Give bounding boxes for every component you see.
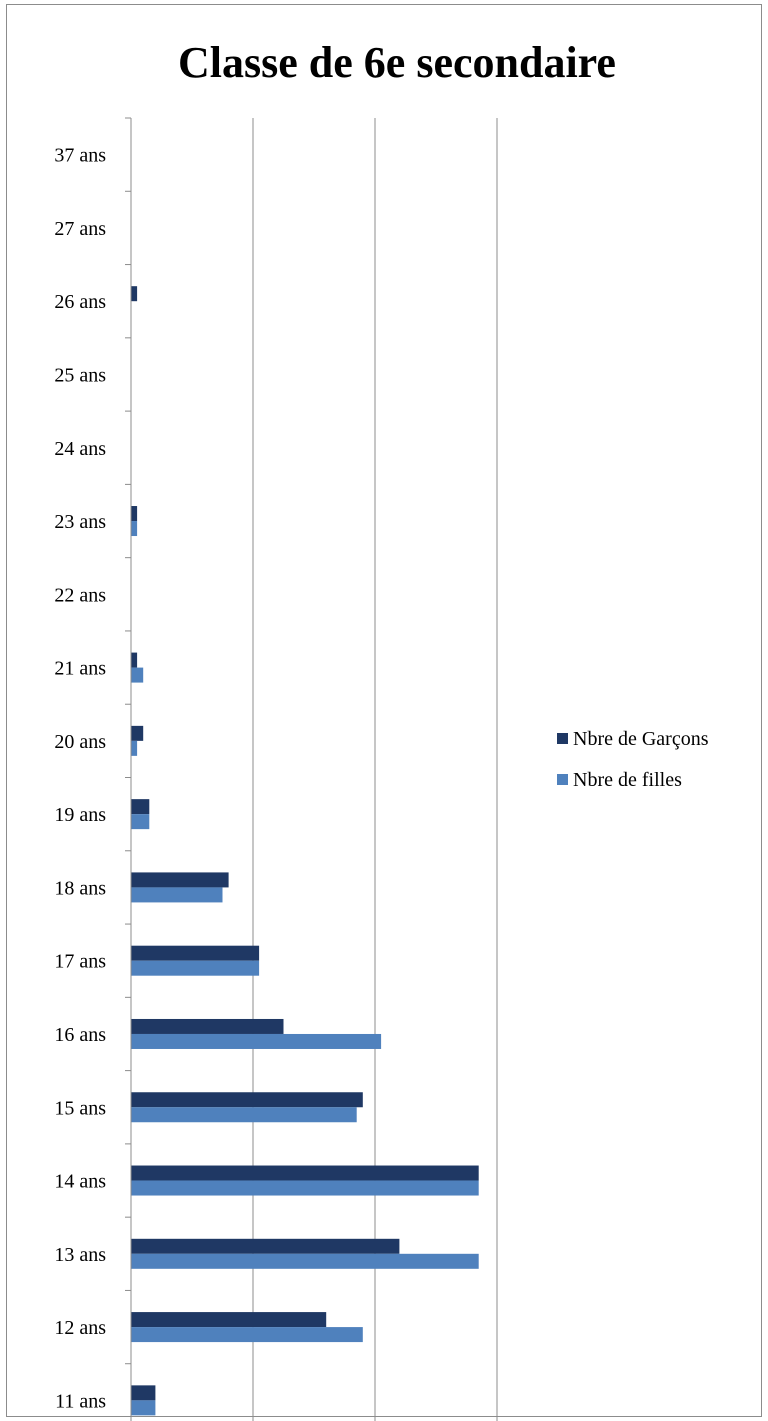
y-tick-label: 25 ans bbox=[54, 364, 106, 386]
bar bbox=[131, 725, 144, 741]
bar bbox=[131, 1092, 363, 1108]
y-tick-label: 16 ans bbox=[54, 1024, 106, 1046]
y-tick-label: 21 ans bbox=[54, 658, 106, 680]
bar bbox=[131, 286, 138, 302]
legend: Nbre de Garçons Nbre de filles bbox=[557, 728, 709, 791]
bar bbox=[131, 1033, 382, 1049]
bar bbox=[131, 1312, 327, 1328]
legend-label: Nbre de filles bbox=[573, 769, 682, 791]
bar bbox=[131, 1165, 479, 1181]
bar bbox=[131, 740, 138, 756]
y-tick-label: 11 ans bbox=[55, 1390, 106, 1412]
y-tick-label: 23 ans bbox=[54, 511, 106, 533]
bar bbox=[131, 1238, 400, 1254]
y-tick-label: 37 ans bbox=[54, 145, 106, 167]
bar bbox=[131, 667, 144, 683]
bar bbox=[131, 1327, 363, 1343]
y-tick-label: 24 ans bbox=[54, 438, 106, 460]
bar bbox=[131, 1180, 479, 1196]
bar bbox=[131, 814, 150, 830]
bar bbox=[131, 799, 150, 815]
legend-swatch bbox=[557, 774, 568, 785]
y-tick-label: 22 ans bbox=[54, 584, 106, 606]
bars bbox=[131, 286, 479, 1416]
bar bbox=[131, 1385, 156, 1401]
y-tick-label: 19 ans bbox=[54, 804, 106, 826]
y-tick-label: 12 ans bbox=[54, 1317, 106, 1339]
chart-title: Classe de 6e secondaire bbox=[178, 38, 616, 87]
bar bbox=[131, 887, 223, 903]
y-tick-label: 20 ans bbox=[54, 731, 106, 753]
y-tick-label: 27 ans bbox=[54, 218, 106, 240]
bar bbox=[131, 521, 138, 537]
bar bbox=[131, 1400, 156, 1416]
bar bbox=[131, 945, 260, 961]
y-tick-label: 15 ans bbox=[54, 1097, 106, 1119]
y-tick-label: 18 ans bbox=[54, 877, 106, 899]
axes bbox=[125, 117, 132, 1421]
legend-label: Nbre de Garçons bbox=[573, 728, 709, 750]
y-tick-labels: 11 ans 12 ans 13 ans 14 ans 15 ans 16 ans 17 a… bbox=[54, 145, 106, 1413]
bar bbox=[131, 1253, 479, 1269]
bar bbox=[131, 652, 138, 668]
bar bbox=[131, 1018, 284, 1034]
bar bbox=[131, 960, 260, 976]
bar bbox=[131, 1107, 357, 1123]
bar bbox=[131, 506, 138, 522]
bar bbox=[131, 872, 229, 888]
y-tick-label: 17 ans bbox=[54, 951, 106, 973]
legend-swatch bbox=[557, 733, 568, 744]
y-tick-label: 13 ans bbox=[54, 1244, 106, 1266]
y-tick-label: 26 ans bbox=[54, 291, 106, 313]
gridlines bbox=[252, 118, 498, 1421]
y-tick-label: 14 ans bbox=[54, 1171, 106, 1193]
